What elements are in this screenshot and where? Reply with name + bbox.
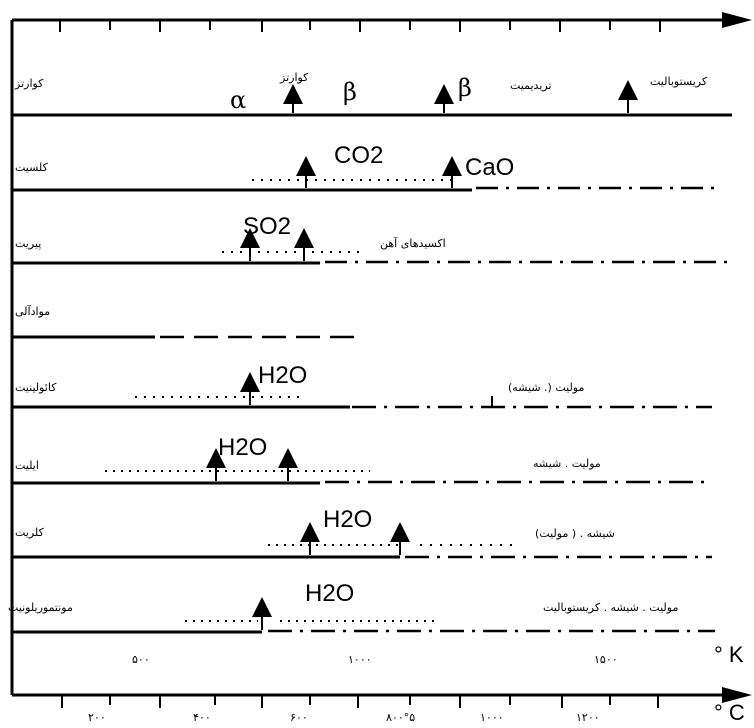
tridymite-label: تریدیمیت: [510, 79, 552, 92]
kelvin-label-1500: ۱۵۰۰: [594, 653, 618, 666]
quartz-transition-label: کوارتز: [280, 71, 309, 84]
kelvin-unit-label: ° K: [714, 642, 744, 667]
celsius-label-800: ۸۰۰°۵: [386, 711, 416, 724]
celsius-label-400: ۴۰۰: [193, 711, 211, 724]
row-pyrite-label: پیریت: [15, 237, 42, 250]
row-organic-label: موادآلی: [15, 305, 51, 318]
row-chlorite-label: کلریت: [15, 526, 44, 539]
bottom-axis-arrowhead: [722, 687, 752, 703]
illite-product-label: مولیت . شیشه: [533, 457, 601, 470]
h2o-label-kaolinite: H2O: [258, 362, 308, 389]
chlorite-product-label: شیشه . ( مولیت): [535, 527, 615, 540]
kaolinite-product-label: مولیت (. شیشه): [508, 381, 585, 394]
top-axis-arrowhead: [722, 12, 752, 28]
h2o-label-illite: H2O: [218, 434, 268, 461]
co2-label: CO2: [334, 142, 384, 169]
so2-label: SO2: [243, 213, 292, 240]
beta-symbol-2: β: [458, 74, 472, 102]
iron-oxides-label: اکسیدهای آهن: [380, 237, 446, 250]
celsius-label-200: ۲۰۰: [88, 711, 106, 724]
row-illite-label: ایلیت: [15, 459, 39, 472]
kelvin-label-500: ۵۰۰: [132, 653, 150, 666]
h2o-label-montmorillonite: H2O: [305, 580, 355, 607]
montmorillonite-product-label: مولیت . شیشه . کریستوبالیت: [543, 601, 679, 614]
top-ticks: [59, 20, 661, 32]
celsius-label-1200: ۱۲۰۰: [576, 711, 600, 724]
row-kaolinite-label: کائولینیت: [15, 381, 57, 394]
row-calcite-label: کلسیت: [15, 161, 48, 174]
beta-symbol-1: β: [343, 78, 357, 106]
row-quartz-label: کوارتز: [15, 77, 44, 90]
cristobalite-label: کریستوبالیت: [650, 75, 708, 88]
kelvin-label-1000: ۱۰۰۰: [348, 653, 372, 666]
cao-label: CaO: [465, 154, 515, 181]
celsius-label-1000: ۱۰۰۰: [480, 711, 504, 724]
row-montmorillonite-label: مونتموریلونیت: [8, 601, 73, 614]
celsius-unit-label: ° C: [714, 700, 745, 725]
celsius-label-600: ۶۰۰: [290, 711, 308, 724]
bottom-ticks: [61, 695, 659, 708]
alpha-symbol: α: [230, 86, 247, 114]
h2o-label-chlorite: H2O: [323, 506, 373, 533]
